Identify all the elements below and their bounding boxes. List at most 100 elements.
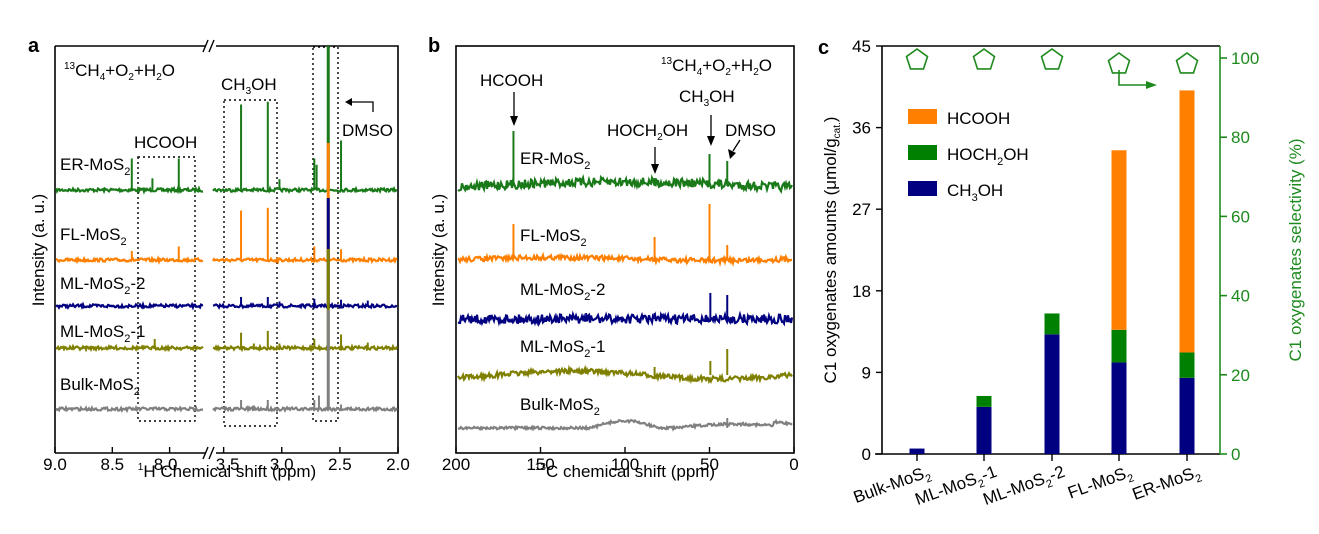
sample-label: ML-MoS2-2 — [60, 274, 145, 297]
sample-label: Bulk-MoS2 — [60, 375, 140, 398]
panel-b-condition-label: 13CH4+O2+H2O — [661, 56, 772, 78]
legend-label: HOCH2OH — [947, 145, 1029, 168]
bar-hcooh — [1111, 150, 1127, 330]
panel-c-letter: c — [818, 37, 829, 59]
panel-b: b 200 150 100 50 0 13C chemical shift (ppm) … — [428, 35, 799, 481]
panel-a-frame — [55, 45, 399, 454]
sample-label: ER-MoS2 — [60, 155, 130, 178]
panel-b-hcooh-label: HCOOH — [480, 71, 543, 90]
legend-label: CH3OH — [947, 181, 1003, 204]
panel-b-frame — [455, 45, 795, 454]
ch3oh-label: CH3OH — [221, 75, 277, 97]
trace-ml-mos2-2 — [55, 300, 204, 311]
y-tick-label: 36 — [852, 119, 871, 138]
bar-ch3oh — [1111, 362, 1127, 454]
trace-ml-mos2-1 — [212, 343, 399, 353]
panel-c-right-ticks: 0 20 40 60 80 100 — [1220, 49, 1259, 464]
category-label: FL-MoS2 — [1065, 462, 1135, 506]
trace-er-mos2 — [54, 185, 204, 195]
bar-hoch2oh — [1111, 329, 1127, 363]
x-tick-label: 100 — [611, 455, 639, 474]
axis-break-bottom — [202, 446, 215, 460]
bar-ch3oh — [909, 448, 925, 454]
y-tick-label: 45 — [852, 37, 871, 56]
panel-a-sample-labels: ER-MoS2 FL-MoS2 ML-MoS2-2 ML-MoS2-1 Bulk-MoS… — [60, 155, 145, 398]
hcooh-region-box — [137, 156, 196, 422]
y2-tick-label: 40 — [1231, 287, 1250, 306]
x-tick-label: 2.0 — [386, 455, 410, 474]
panel-c-selectivity-markers — [905, 48, 1199, 74]
hcooh-label: HCOOH — [134, 133, 197, 152]
bar-hoch2oh — [1179, 352, 1195, 378]
sample-label: FL-MoS2 — [520, 226, 587, 249]
x-tick-label: 8.5 — [100, 455, 124, 474]
x-tick-label: 50 — [700, 455, 719, 474]
legend-swatch — [908, 109, 937, 124]
x-tick-label: 150 — [526, 455, 554, 474]
x-tick-label: 3.0 — [270, 455, 294, 474]
panel-c-right-label: C1 oxygenates selectivity (%) — [1286, 139, 1305, 362]
bar-ch3oh — [976, 406, 992, 454]
pentagon-marker-icon — [1040, 48, 1064, 70]
panel-c-left-label: C1 oxygenates amounts (μmol/gcat.) — [821, 117, 843, 384]
y2-tick-label: 20 — [1231, 366, 1250, 385]
bar-ch3oh — [1179, 377, 1195, 454]
sample-label: ER-MoS2 — [520, 149, 590, 172]
right-axis-arrow-icon — [1118, 70, 1157, 89]
panel-a-condition-label: 13CH4+O2+H2O — [64, 61, 175, 83]
panel-b-hoch2oh-label: HOCH2OH — [607, 121, 688, 143]
panel-c-bars — [909, 90, 1195, 454]
sample-label: FL-MoS2 — [60, 225, 127, 248]
trace-fl-mos2 — [212, 255, 398, 265]
panel-a: a 9.0 8.5 8.0 3.5 3.0 2.5 2.0 1H Chemical shif… — [28, 35, 410, 481]
trace-er-mos2 — [212, 185, 398, 195]
x-tick-label: 200 — [442, 455, 470, 474]
bar-hcooh — [1179, 90, 1195, 353]
panel-a-y-label: Intensity (a. u.) — [29, 194, 48, 306]
panel-c-legend: HCOOH HOCH2OH CH3OH — [908, 109, 1029, 204]
pentagon-marker-icon — [905, 48, 929, 70]
panel-b-traces — [457, 131, 794, 432]
y-tick-label: 9 — [862, 363, 871, 382]
bar-hoch2oh — [976, 395, 992, 407]
bar-hoch2oh — [1044, 313, 1060, 335]
dmso-region-box — [312, 46, 339, 422]
trace-ml-mos2-2 — [457, 310, 794, 328]
category-label: ER-MoS2 — [1130, 462, 1204, 508]
x-tick-label: 3.5 — [216, 455, 240, 474]
ch3oh-region-box — [223, 99, 278, 427]
trace-ml-mos2-1 — [55, 343, 204, 353]
panel-b-sample-labels: ER-MoS2 FL-MoS2 ML-MoS2-2 ML-MoS2-1 Bulk-MoS… — [520, 149, 605, 418]
peak-arrows — [510, 92, 741, 174]
panel-a-x-label: 1H Chemical shift (ppm) — [138, 462, 316, 481]
sample-label: ML-MoS2-1 — [60, 322, 145, 345]
panel-c: c 0 9 18 27 36 45 0 20 40 60 80 100 Bulk-MoS2ML-Mo… — [818, 37, 1305, 509]
bar-ch3oh — [1044, 334, 1060, 454]
trace-fl-mos2 — [457, 251, 792, 268]
x-tick-label: 8.0 — [154, 455, 178, 474]
panel-b-ch3oh-label: CH3OH — [679, 87, 735, 109]
x-tick-label: 0 — [789, 455, 798, 474]
panel-c-left-ticks: 0 9 18 27 36 45 — [852, 37, 882, 464]
pentagon-marker-icon — [1107, 52, 1131, 74]
trace-bulk-mos2 — [457, 418, 793, 432]
panel-b-letter: b — [428, 35, 440, 57]
panel-b-y-label: Intensity (a. u.) — [429, 194, 448, 306]
panel-b-x-ticks: 200 150 100 50 0 — [442, 447, 799, 474]
dmso-arrow-icon — [345, 98, 374, 112]
y2-tick-label: 80 — [1231, 128, 1250, 147]
legend-swatch — [908, 181, 937, 196]
panel-a-letter: a — [28, 35, 40, 57]
trace-bulk-mos2 — [55, 404, 204, 414]
sample-label: ML-MoS2-2 — [520, 280, 605, 303]
trace-fl-mos2 — [55, 255, 204, 265]
x-tick-label: 9.0 — [43, 455, 67, 474]
y-tick-label: 18 — [852, 282, 871, 301]
panel-a-x-ticks: 9.0 8.5 8.0 3.5 3.0 2.5 2.0 — [43, 447, 410, 474]
panel-b-x-label: 13C chemical shift (ppm) — [535, 462, 715, 481]
trace-er-mos2 — [457, 174, 793, 195]
pentagon-marker-icon — [972, 48, 996, 70]
y2-tick-label: 60 — [1231, 207, 1250, 226]
dmso-label: DMSO — [342, 121, 393, 140]
